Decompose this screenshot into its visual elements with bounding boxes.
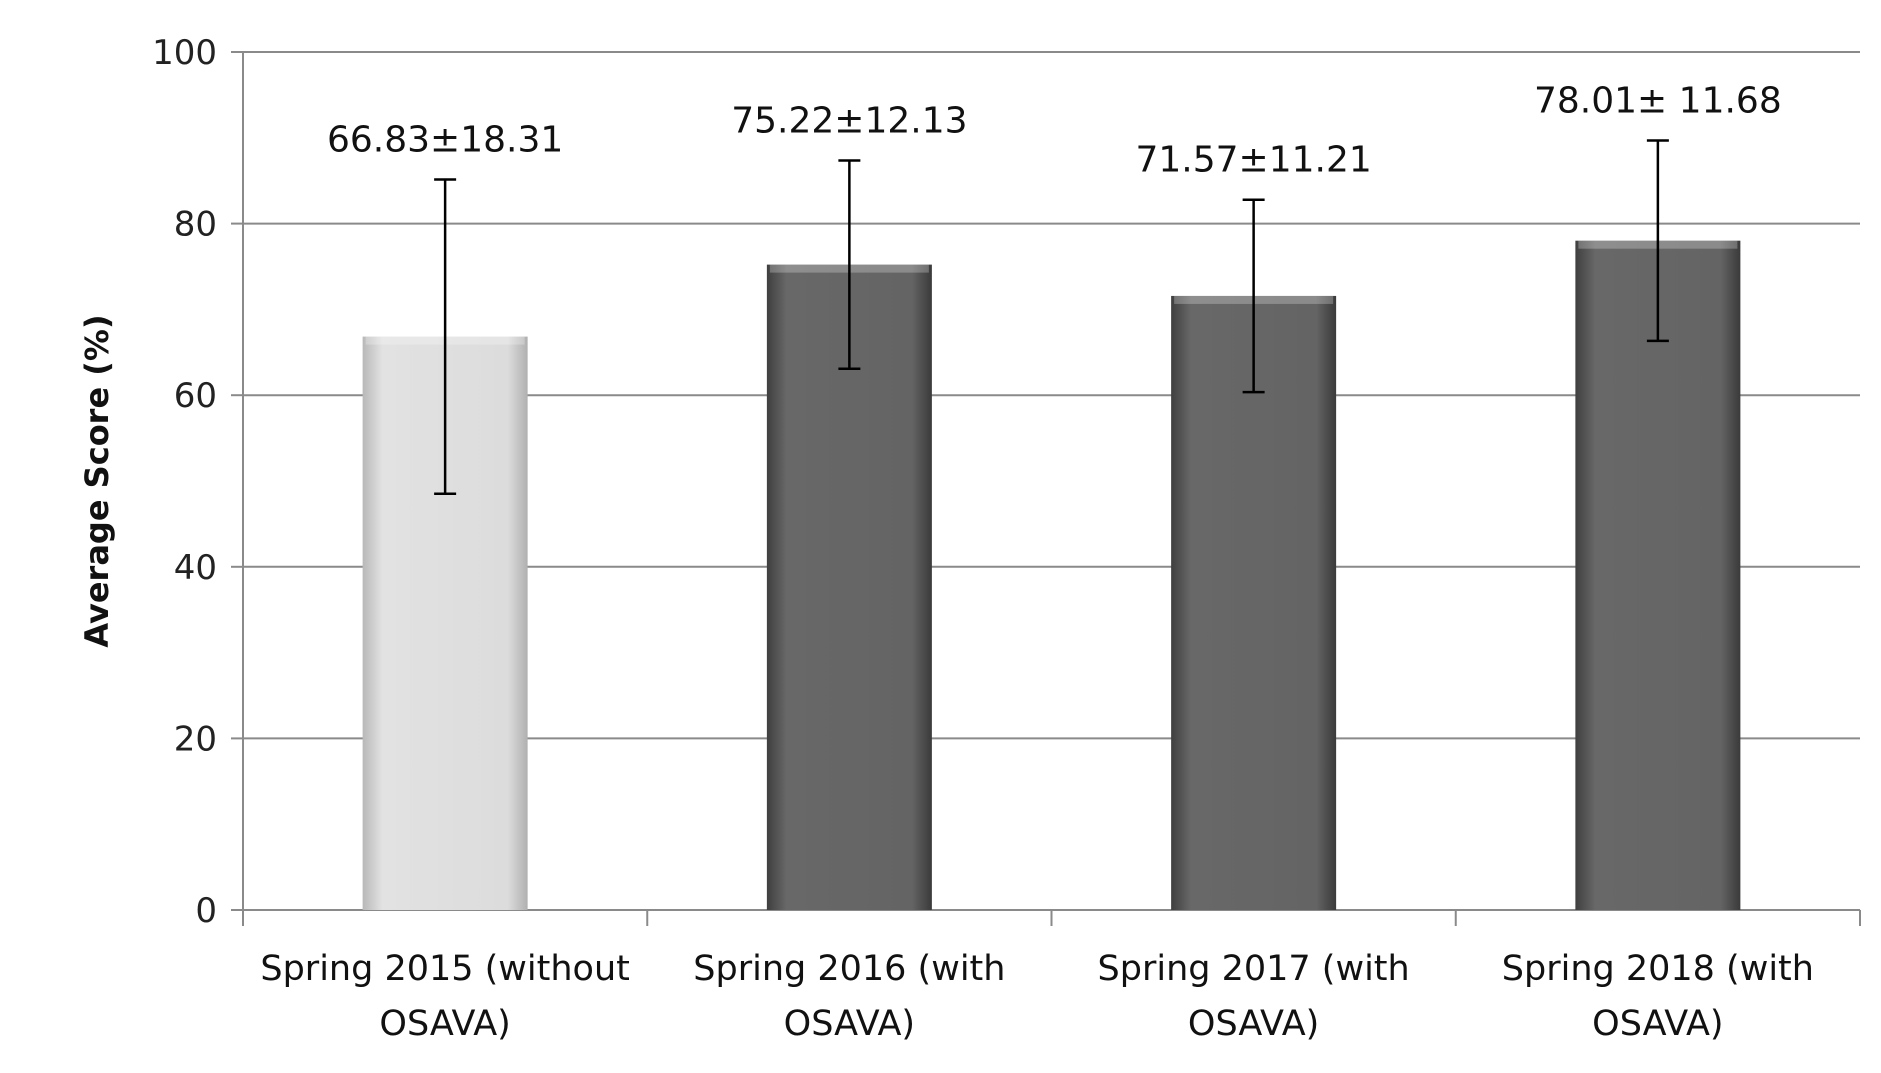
y-tick-label: 20: [174, 719, 217, 759]
bar: [1575, 240, 1741, 910]
x-tick-label: Spring 2016 (with: [693, 949, 1005, 989]
data-label: 78.01± 11.68: [1534, 80, 1782, 121]
x-tick-label: OSAVA): [784, 1004, 915, 1044]
data-label: 66.83±18.31: [327, 119, 563, 160]
bar: [1171, 295, 1337, 910]
y-tick-label: 0: [195, 891, 217, 931]
y-tick-label: 60: [174, 376, 217, 416]
x-tick-label: OSAVA): [379, 1004, 510, 1044]
y-tick-label: 40: [174, 548, 217, 588]
x-tick-label: Spring 2015 (without: [260, 949, 630, 989]
x-tick-label: OSAVA): [1188, 1004, 1319, 1044]
x-tick-label: OSAVA): [1592, 1004, 1723, 1044]
data-label: 71.57±11.21: [1135, 140, 1371, 181]
error-bars: [434, 139, 1669, 495]
labels: 0 20 40 60 80 100 66.83±18.31 Spring 2015 (with…: [152, 33, 1814, 1044]
x-tick-label: Spring 2017 (with: [1098, 949, 1410, 989]
x-tick-label: Spring 2018 (with: [1502, 949, 1814, 989]
y-axis-title: Average Score (%): [78, 314, 116, 647]
y-tick-label: 80: [174, 205, 217, 245]
data-label: 75.22±12.13: [731, 101, 967, 142]
bar: [766, 264, 932, 910]
y-tick-label: 100: [152, 33, 217, 73]
bars: [362, 240, 1741, 910]
